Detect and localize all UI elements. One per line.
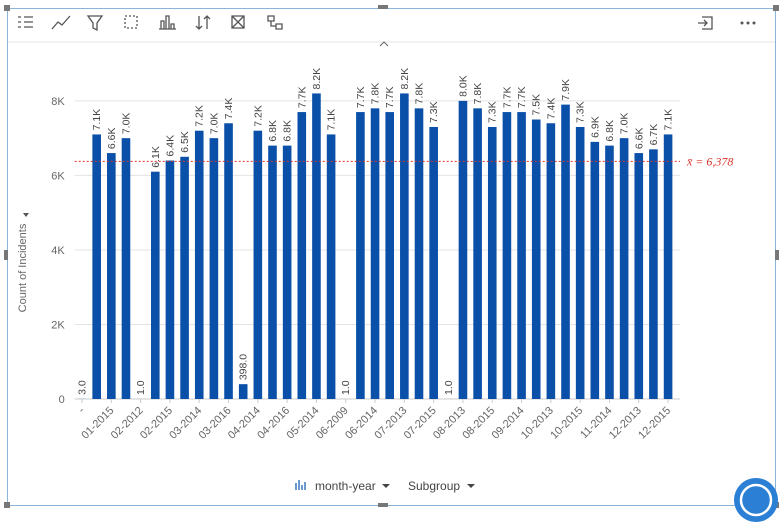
bar [151, 172, 160, 399]
bar [415, 108, 424, 399]
bar [620, 138, 629, 399]
x-field[interactable]: month-year [315, 479, 376, 493]
y-tick-label: 8K [51, 96, 65, 108]
subgroup-field[interactable]: Subgroup [408, 479, 460, 493]
bar [356, 112, 365, 399]
y-tick-label: 2K [51, 319, 65, 331]
bar [664, 134, 673, 399]
value-label: 6.6K [106, 127, 118, 149]
bar [385, 112, 394, 399]
mean-label: x̄ = 6,378 [686, 154, 733, 168]
value-label: 6.8K [604, 120, 616, 142]
y-tick-label: 4K [51, 245, 65, 257]
value-label: 7.1K [663, 109, 675, 131]
bar [634, 153, 643, 399]
value-label: 7.0K [120, 113, 132, 135]
bar [283, 146, 292, 399]
value-label: 7.7K [384, 86, 396, 108]
value-label: 6.4K [164, 135, 176, 157]
value-label: 8.2K [311, 68, 323, 90]
bar [576, 127, 585, 399]
bar [591, 142, 600, 399]
value-label: 6.7K [648, 124, 660, 146]
bar [92, 134, 101, 399]
value-label: 7.7K [296, 86, 308, 108]
bar [297, 112, 306, 399]
bar [195, 131, 204, 399]
bar [122, 138, 131, 399]
bar [459, 101, 468, 399]
value-label: 7.5K [531, 94, 543, 116]
value-label: 6.5K [179, 131, 191, 153]
value-label: 1.0 [135, 380, 147, 395]
value-label: 7.0K [619, 113, 631, 135]
value-label: 7.3K [575, 101, 587, 123]
value-label: 7.4K [223, 98, 235, 120]
y-axis-label[interactable]: Count of Incidents [17, 223, 29, 312]
value-label: 8.0K [457, 75, 469, 97]
action-button[interactable] [734, 478, 778, 522]
value-label: 7.8K [472, 83, 484, 105]
value-label: 7.1K [91, 109, 103, 131]
value-label: 6.8K [267, 120, 279, 142]
bar [327, 134, 336, 399]
value-label: 398.0 [238, 354, 250, 380]
bar [605, 146, 614, 399]
value-label: 7.3K [428, 101, 440, 123]
value-label: 7.4K [545, 98, 557, 120]
bar [561, 105, 570, 399]
value-label: 1.0 [340, 380, 352, 395]
value-label: 7.2K [252, 105, 264, 127]
more-menu[interactable] [741, 22, 756, 25]
value-label: 6.9K [589, 116, 601, 138]
value-label: 3.0 [77, 380, 89, 395]
bar [400, 93, 409, 399]
value-label: 7.7K [501, 86, 513, 108]
bar [107, 153, 116, 399]
bar [254, 131, 263, 399]
value-label: 7.7K [516, 86, 528, 108]
y-tick-label: 0 [59, 394, 65, 406]
bar [547, 123, 556, 399]
bar [371, 108, 380, 399]
value-label: 6.6K [633, 127, 645, 149]
bar [224, 123, 233, 399]
bar [488, 127, 497, 399]
value-label: 7.0K [208, 113, 220, 135]
value-label: 7.8K [370, 83, 382, 105]
value-label: 7.9K [560, 79, 572, 101]
y-tick-label: 6K [51, 170, 65, 182]
value-label: 7.3K [487, 101, 499, 123]
value-label: 7.7K [355, 86, 367, 108]
bar [649, 149, 658, 399]
bar [503, 112, 512, 399]
bar [166, 161, 175, 399]
value-label: 1.0 [443, 380, 455, 395]
bar [473, 108, 482, 399]
value-label: 8.2K [399, 68, 411, 90]
value-label: 6.8K [282, 120, 294, 142]
bar [180, 157, 189, 399]
value-label: 7.8K [414, 83, 426, 105]
bar [312, 93, 321, 399]
bar [210, 138, 219, 399]
value-label: 6.1K [150, 146, 162, 168]
bar [517, 112, 526, 399]
value-label: 7.1K [326, 109, 338, 131]
bar [239, 384, 248, 399]
bar [268, 146, 277, 399]
value-label: 7.2K [194, 105, 206, 127]
bar [429, 127, 438, 399]
